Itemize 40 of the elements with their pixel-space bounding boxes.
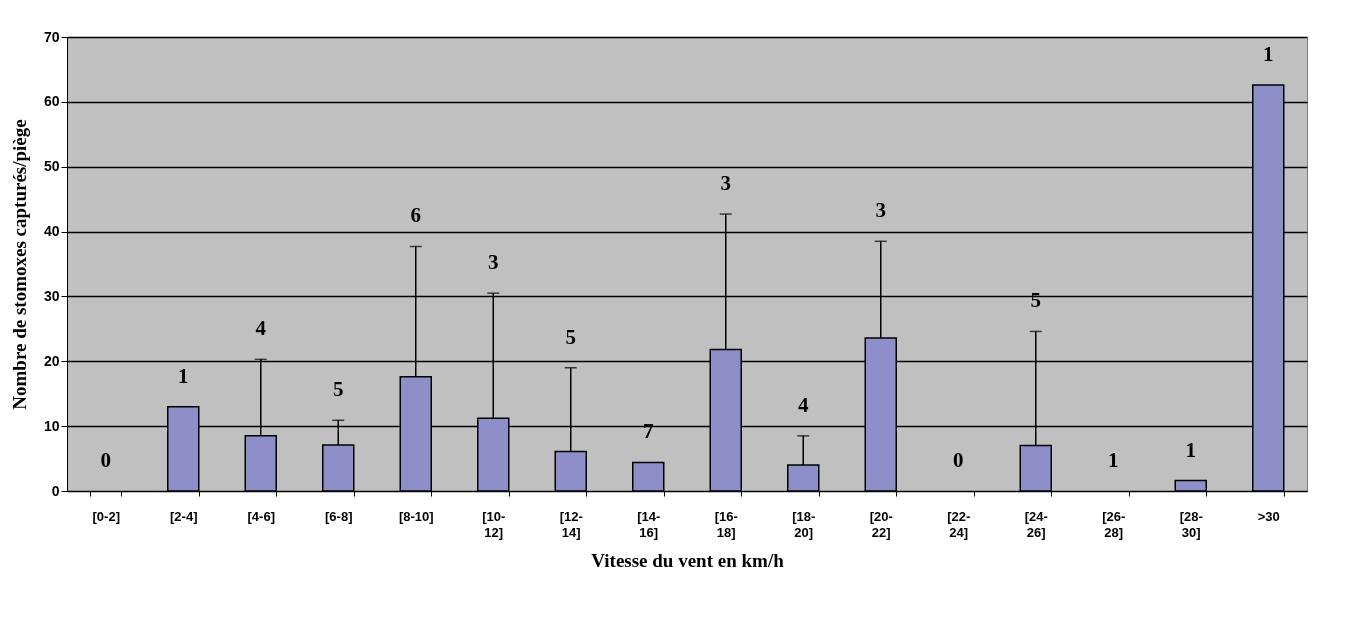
x-tick-label: [20-22] (869, 508, 893, 540)
annotation: 5 (333, 377, 344, 402)
annotation: 1 (1263, 41, 1274, 66)
annotation: 3 (488, 250, 499, 275)
y-tick-label: 10 (43, 417, 60, 434)
y-axis-title: Nombre de stomoxes capturés/piège (8, 119, 30, 410)
x-tick-label: [22-24] (947, 508, 971, 540)
x-tick-label: [2-4] (170, 508, 198, 524)
annotation: 1 (1185, 437, 1196, 462)
x-tick-label: [28-30] (1179, 508, 1203, 540)
annotation: 1 (1108, 448, 1119, 472)
x-tick-label: [24-26] (1024, 508, 1048, 540)
annotation: 3 (875, 198, 886, 223)
annotation: 4 (798, 392, 809, 417)
y-tick-label: 70 (43, 28, 60, 45)
x-tick-label: [0-2] (92, 508, 120, 524)
x-tick-label: [4-6] (247, 508, 275, 524)
y-tick-label: 60 (43, 93, 60, 110)
x-tick-label: >30 (1257, 508, 1280, 524)
annotation: 5 (565, 324, 576, 349)
y-tick-label: 40 (43, 223, 60, 240)
x-tick-label: [26-28] (1102, 508, 1126, 540)
x-tick-label: [12-14] (559, 508, 583, 540)
y-tick-label: 50 (43, 158, 60, 175)
annotation: 1 (178, 363, 189, 388)
y-tick-label: 0 (51, 482, 60, 499)
x-tick-label: [14-16] (637, 508, 661, 540)
annotation: 4 (255, 316, 267, 341)
annotation: 0 (953, 448, 964, 472)
annotation: 6 (410, 203, 421, 228)
annotation: 0 (100, 448, 111, 472)
x-axis-title: Vitesse du vent en km/h (591, 549, 785, 571)
x-tick-label: [18-20] (792, 508, 816, 540)
x-tick-label: [8-10] (398, 508, 434, 524)
y-tick-label: 20 (43, 352, 60, 369)
y-tick-label: 30 (43, 287, 60, 304)
annotation: 3 (720, 171, 731, 196)
x-tick-label: [6-8] (325, 508, 353, 524)
x-tick-label: [16-18] (714, 508, 738, 540)
x-tick-label: [10-12] (482, 508, 506, 540)
